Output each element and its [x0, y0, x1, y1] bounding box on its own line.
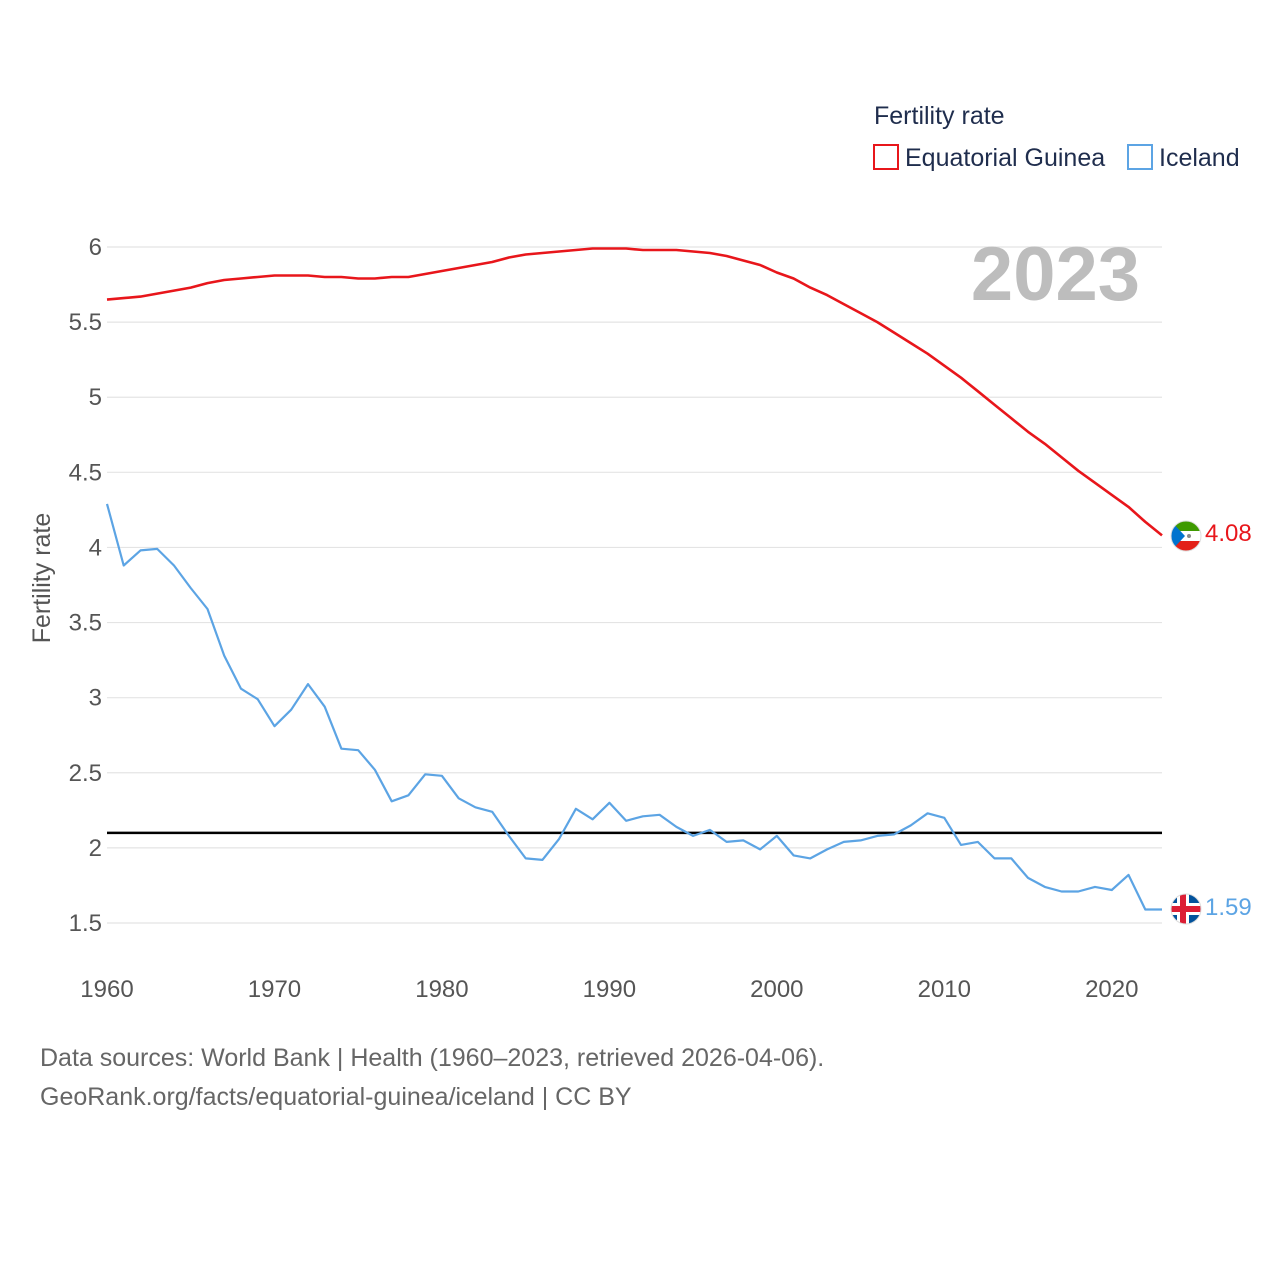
legend-swatch-iceland [1127, 144, 1153, 170]
x-axis-ticks: 1960 1970 1980 1990 2000 2010 2020 [80, 976, 1138, 1003]
equatorial-guinea-end-value: 4.08 [1205, 520, 1252, 547]
y-tick-label: 6 [89, 234, 102, 261]
y-tick-label: 3.5 [69, 610, 102, 637]
y-axis-ticks: 1.5 2 2.5 3 3.5 4 4.5 5 5.5 6 [69, 234, 102, 937]
y-tick-label: 3 [89, 685, 102, 712]
y-tick-label: 5.5 [69, 309, 102, 336]
x-tick-label: 2010 [918, 976, 971, 1003]
legend-title: Fertility rate [874, 102, 1005, 130]
y-tick-label: 5 [89, 384, 102, 411]
x-tick-label: 1990 [583, 976, 636, 1003]
y-tick-label: 2 [89, 835, 102, 862]
y-tick-label: 4 [89, 534, 102, 561]
legend-swatch-equatorial-guinea [873, 144, 899, 170]
x-tick-label: 1980 [415, 976, 468, 1003]
gridlines [107, 246, 1162, 924]
equatorial-guinea-flag-icon [1170, 520, 1202, 552]
series-line-iceland [105, 503, 1162, 911]
x-tick-label: 1960 [80, 976, 133, 1003]
series-line-equatorial-guinea [106, 247, 1163, 537]
legend-item-iceland[interactable]: Iceland [1127, 144, 1240, 172]
legend: Fertility rate Equatorial Guinea Iceland [873, 102, 1240, 172]
y-tick-label: 2.5 [69, 760, 102, 787]
x-tick-label: 1970 [248, 976, 301, 1003]
legend-label-equatorial-guinea: Equatorial Guinea [905, 144, 1105, 172]
y-tick-label: 4.5 [69, 459, 102, 486]
x-tick-label: 2000 [750, 976, 803, 1003]
iceland-flag-icon [1170, 893, 1202, 925]
legend-item-equatorial-guinea[interactable]: Equatorial Guinea [873, 144, 1105, 172]
y-axis-label: Fertility rate [28, 513, 56, 644]
series-lines [105, 247, 1163, 911]
iceland-end-value: 1.59 [1205, 894, 1252, 921]
source-link-text[interactable]: GeoRank.org/facts/equatorial-guinea/icel… [40, 1083, 632, 1111]
x-tick-label: 2020 [1085, 976, 1138, 1003]
year-label: 2023 [971, 232, 1140, 317]
legend-label-iceland: Iceland [1159, 144, 1240, 172]
y-tick-label: 1.5 [69, 910, 102, 937]
data-sources-text: Data sources: World Bank | Health (1960–… [40, 1044, 825, 1072]
